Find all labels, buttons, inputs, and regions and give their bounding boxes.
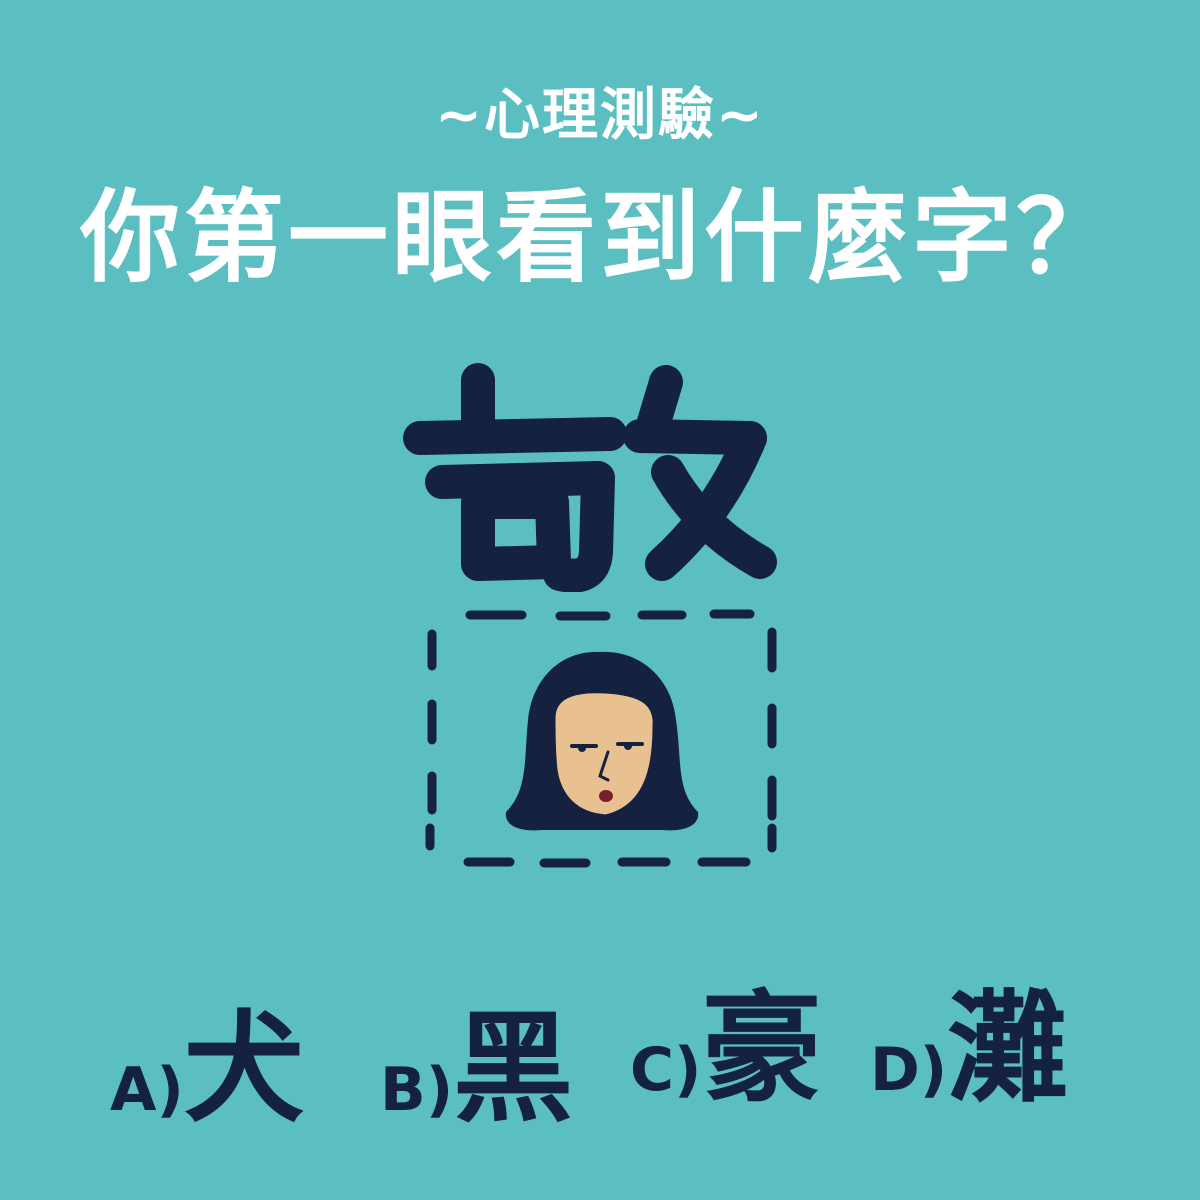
- radical-pu-icon: [640, 382, 760, 564]
- option-d-char: 灘: [947, 980, 1067, 1119]
- quiz-subtitle: ~心理測驗~: [0, 88, 1200, 144]
- option-a-char: 犬: [184, 1000, 304, 1139]
- option-b[interactable]: B)黑: [380, 1010, 573, 1130]
- option-b-char: 黑: [453, 1000, 573, 1139]
- character-top-part: [0, 352, 1200, 592]
- hidden-part-box: [410, 600, 790, 890]
- quiz-question: 你第一眼看到什麼字？: [0, 188, 1200, 288]
- woman-face-icon: [506, 652, 698, 830]
- option-a[interactable]: A)犬: [110, 1010, 304, 1130]
- option-b-letter: B): [380, 1055, 453, 1125]
- radical-gou-icon: [420, 380, 610, 576]
- option-a-letter: A): [110, 1055, 184, 1125]
- option-c-char: 豪: [701, 980, 821, 1119]
- option-c[interactable]: C)豪: [630, 990, 821, 1110]
- answer-options: A)犬 B)黑 C)豪 D)灘: [100, 960, 1100, 1140]
- option-c-letter: C): [630, 1035, 701, 1105]
- option-d-letter: D): [870, 1035, 947, 1105]
- option-d[interactable]: D)灘: [870, 990, 1067, 1110]
